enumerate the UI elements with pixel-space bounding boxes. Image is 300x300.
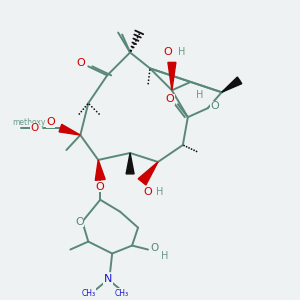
- Text: H: H: [156, 187, 164, 197]
- Text: N: N: [104, 274, 112, 284]
- Text: CH₃: CH₃: [80, 289, 96, 298]
- Text: H: H: [161, 250, 169, 260]
- Text: H: H: [196, 90, 203, 100]
- Polygon shape: [222, 77, 242, 92]
- Text: O: O: [76, 58, 85, 68]
- Polygon shape: [126, 153, 134, 174]
- Text: O: O: [30, 123, 39, 133]
- Text: O: O: [166, 94, 174, 104]
- Text: O: O: [144, 187, 152, 197]
- Text: CH₃: CH₃: [115, 289, 129, 298]
- Text: CH₃: CH₃: [81, 289, 95, 298]
- Text: O: O: [210, 101, 219, 111]
- Text: O: O: [46, 117, 55, 127]
- Polygon shape: [168, 62, 176, 90]
- Text: O: O: [96, 182, 105, 192]
- Text: O: O: [151, 242, 159, 253]
- Text: O: O: [75, 217, 84, 227]
- Polygon shape: [138, 162, 158, 185]
- Text: methoxy: methoxy: [12, 118, 45, 127]
- Text: H: H: [178, 47, 185, 58]
- Text: O: O: [164, 47, 172, 58]
- Polygon shape: [95, 160, 105, 180]
- Polygon shape: [59, 124, 80, 135]
